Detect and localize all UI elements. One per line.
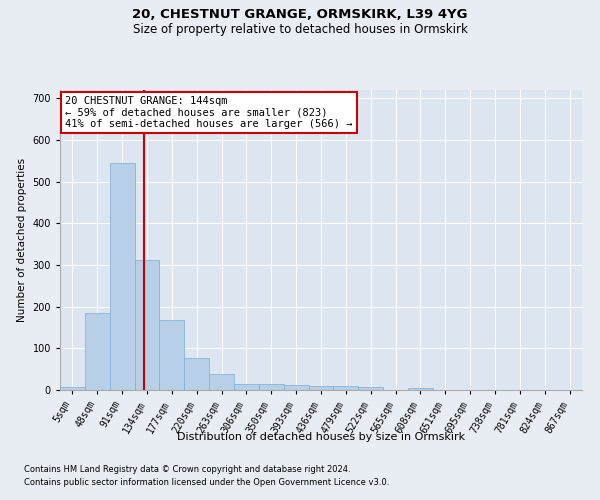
- Text: Distribution of detached houses by size in Ormskirk: Distribution of detached houses by size …: [177, 432, 465, 442]
- Bar: [334, 386, 358, 390]
- Y-axis label: Number of detached properties: Number of detached properties: [17, 158, 27, 322]
- Text: Contains public sector information licensed under the Open Government Licence v3: Contains public sector information licen…: [24, 478, 389, 487]
- Text: 20, CHESTNUT GRANGE, ORMSKIRK, L39 4YG: 20, CHESTNUT GRANGE, ORMSKIRK, L39 4YG: [132, 8, 468, 20]
- Bar: [259, 384, 284, 390]
- Bar: [284, 384, 308, 390]
- Bar: [110, 163, 134, 390]
- Bar: [209, 374, 234, 390]
- Bar: [234, 384, 259, 390]
- Text: 20 CHESTNUT GRANGE: 144sqm
← 59% of detached houses are smaller (823)
41% of sem: 20 CHESTNUT GRANGE: 144sqm ← 59% of deta…: [65, 96, 353, 129]
- Bar: [160, 320, 184, 390]
- Text: Size of property relative to detached houses in Ormskirk: Size of property relative to detached ho…: [133, 22, 467, 36]
- Bar: [134, 260, 160, 390]
- Bar: [358, 386, 383, 390]
- Bar: [408, 388, 433, 390]
- Bar: [308, 386, 334, 390]
- Bar: [85, 312, 110, 390]
- Text: Contains HM Land Registry data © Crown copyright and database right 2024.: Contains HM Land Registry data © Crown c…: [24, 466, 350, 474]
- Bar: [184, 358, 209, 390]
- Bar: [60, 386, 85, 390]
